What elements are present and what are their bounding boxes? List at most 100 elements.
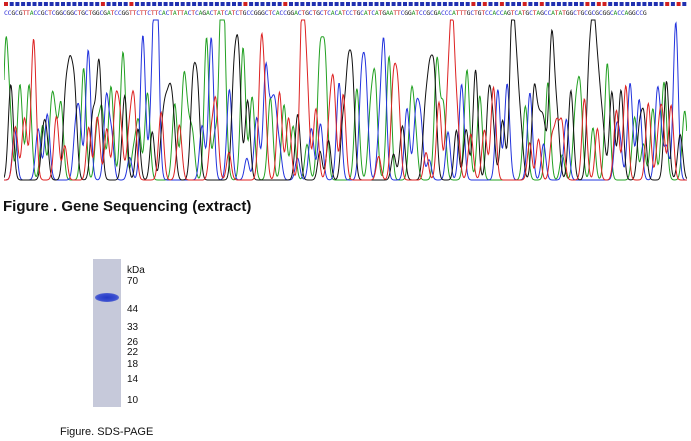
base-call: T — [481, 9, 486, 17]
quality-tick — [653, 2, 658, 6]
base-call: C — [114, 9, 118, 17]
quality-tick — [146, 2, 151, 6]
quality-tick — [78, 2, 83, 6]
base-call: T — [393, 9, 397, 17]
base-call: C — [444, 9, 449, 17]
base-call: C — [224, 9, 228, 17]
quality-tick — [613, 2, 618, 6]
base-call: G — [92, 9, 96, 17]
base-call: G — [602, 9, 607, 17]
base-call: G — [18, 9, 23, 17]
quality-tick — [72, 2, 77, 6]
base-call: G — [59, 9, 63, 17]
quality-tick — [289, 2, 293, 6]
base-call: G — [540, 9, 544, 17]
base-call: T — [169, 9, 173, 17]
quality-tick — [129, 2, 134, 6]
quality-tick — [454, 2, 459, 6]
quality-tick — [21, 2, 26, 6]
marker-label: 18 — [127, 359, 139, 371]
base-call: G — [286, 9, 291, 17]
base-call: G — [55, 9, 60, 17]
marker-label: 14 — [127, 374, 139, 386]
base-call: G — [305, 9, 309, 17]
base-call: C — [496, 9, 500, 17]
base-call: A — [330, 9, 335, 17]
kda-unit-label: kDa — [127, 265, 145, 276]
base-call: T — [128, 9, 133, 17]
base-call: C — [400, 9, 405, 17]
quality-tick — [659, 2, 664, 6]
base-call: T — [378, 9, 383, 17]
base-call: A — [389, 9, 394, 17]
base-call: T — [459, 9, 463, 17]
base-call: C — [246, 9, 251, 17]
quality-tick — [482, 2, 487, 6]
base-call: T — [474, 9, 478, 17]
quality-tick — [311, 2, 316, 6]
quality-tick — [517, 2, 521, 6]
base-call: T — [576, 9, 581, 17]
quality-tick — [192, 2, 197, 6]
protein-band — [95, 292, 119, 302]
base-call: G — [606, 9, 610, 17]
quality-tick — [317, 2, 322, 6]
quality-tick — [522, 2, 527, 6]
quality-tick — [528, 2, 533, 6]
base-call: G — [242, 9, 247, 17]
base-call: G — [569, 9, 574, 17]
base-call: C — [360, 9, 364, 17]
quality-tick — [403, 2, 407, 6]
quality-tick — [534, 2, 539, 6]
base-call: A — [294, 9, 298, 17]
base-call: C — [283, 9, 287, 17]
quality-tick — [648, 2, 653, 6]
quality-tick — [277, 2, 282, 6]
base-call: C — [235, 9, 239, 17]
base-call: C — [73, 9, 78, 17]
base-call: C — [33, 9, 38, 17]
quality-tick — [625, 2, 630, 6]
base-call: C — [429, 9, 434, 17]
base-call: C — [158, 9, 162, 17]
quality-tick — [232, 2, 236, 6]
base-call: G — [40, 9, 45, 17]
base-call: A — [227, 9, 232, 17]
base-call: T — [268, 9, 273, 17]
base-call: C — [639, 9, 643, 17]
base-call: G — [103, 9, 107, 17]
base-call: G — [125, 9, 129, 17]
base-call: C — [4, 9, 8, 17]
quality-tick — [562, 2, 567, 6]
base-call: G — [433, 9, 438, 17]
base-call: C — [422, 9, 427, 17]
base-call: G — [628, 9, 632, 17]
marker-label: 26 — [127, 336, 139, 348]
quality-tick — [9, 2, 14, 6]
base-call: G — [382, 9, 386, 17]
base-call: C — [279, 9, 284, 17]
base-call: C — [264, 9, 269, 17]
base-call: G — [11, 9, 16, 17]
sequencing-chromatogram — [4, 19, 687, 181]
base-call: C — [635, 9, 640, 17]
quality-tick — [448, 2, 453, 6]
quality-tick — [306, 2, 311, 6]
base-call: C — [617, 9, 621, 17]
quality-tick — [152, 2, 157, 6]
base-call: C — [147, 9, 151, 17]
base-call: T — [180, 9, 184, 17]
sds-page-gel-lane — [93, 259, 121, 407]
base-call: T — [510, 9, 515, 17]
base-call: T — [521, 9, 526, 17]
quality-tick — [163, 2, 168, 6]
quality-tick — [169, 2, 174, 6]
base-call: G — [66, 9, 71, 17]
quality-tick — [585, 2, 590, 6]
quality-tick — [380, 2, 385, 6]
quality-tick — [61, 2, 65, 6]
quality-tick — [89, 2, 94, 6]
base-call: C — [371, 9, 375, 17]
quality-tick — [226, 2, 231, 6]
base-call: T — [462, 9, 467, 17]
